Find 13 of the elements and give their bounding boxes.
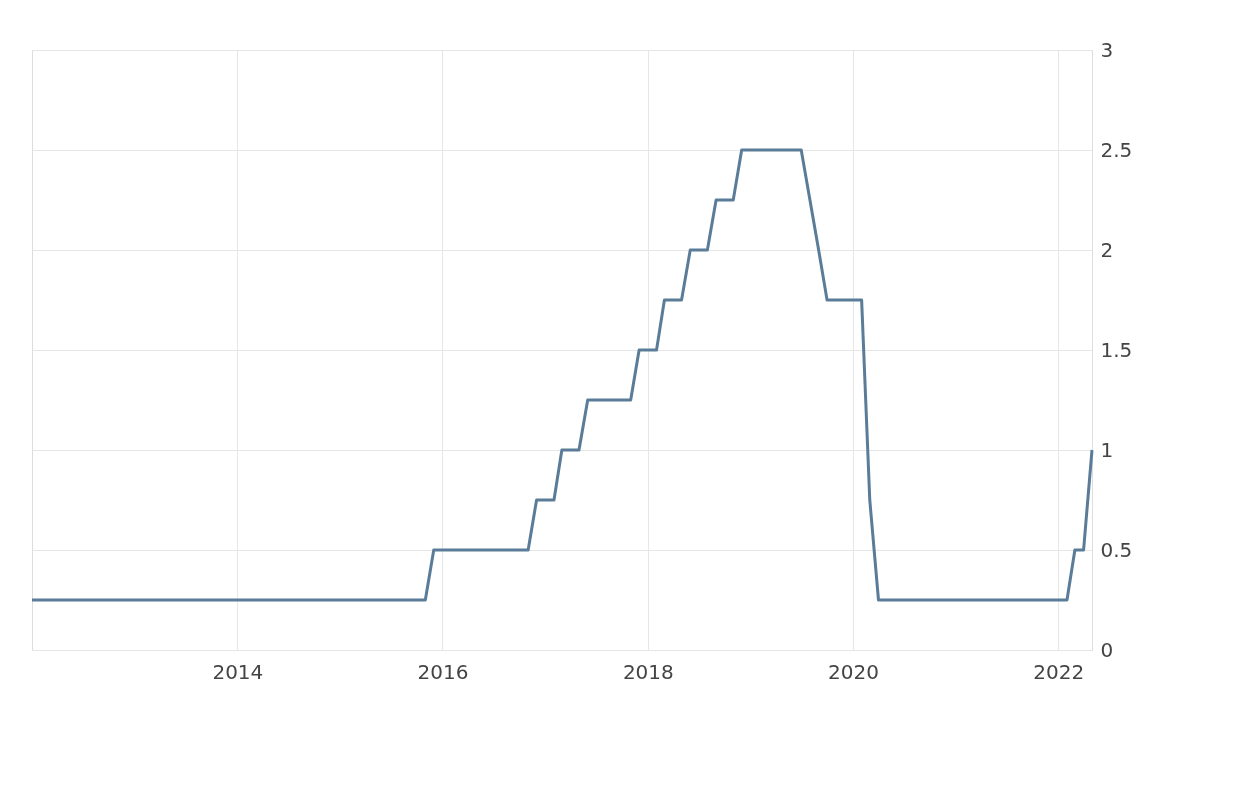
- x-tick-label: 2014: [212, 659, 264, 684]
- x-tick-label: 2022: [1033, 659, 1085, 684]
- y-tick-label: 2: [1100, 237, 1114, 262]
- y-tick-label: 1: [1100, 437, 1114, 462]
- y-tick-label: 3: [1100, 37, 1114, 62]
- y-tick-label: 0: [1100, 637, 1114, 662]
- x-tick-label: 2020: [827, 659, 879, 684]
- x-tick-label: 2018: [622, 659, 674, 684]
- line-series: [30, 148, 1094, 602]
- y-tick-label: 2.5: [1100, 137, 1133, 162]
- x-tick-label: 2016: [417, 659, 469, 684]
- y-tick-label: 0.5: [1100, 537, 1133, 562]
- y-tick-label: 1.5: [1100, 337, 1133, 362]
